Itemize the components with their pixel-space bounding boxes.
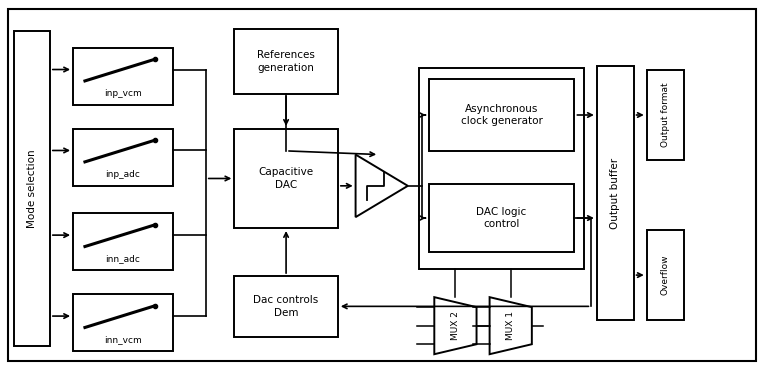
- Polygon shape: [490, 297, 531, 354]
- Bar: [234, 276, 338, 337]
- Bar: [419, 68, 584, 269]
- Text: inp_adc: inp_adc: [105, 170, 141, 179]
- Bar: [429, 79, 574, 151]
- Bar: [73, 294, 173, 351]
- Text: Dac controls
Dem: Dac controls Dem: [253, 295, 319, 318]
- Text: inn_vcm: inn_vcm: [104, 336, 142, 344]
- Text: Overflow: Overflow: [660, 255, 670, 296]
- Text: Mode selection: Mode selection: [27, 149, 37, 228]
- Text: DAC logic
control: DAC logic control: [476, 207, 527, 229]
- Text: MUX 1: MUX 1: [506, 311, 515, 340]
- Text: MUX 2: MUX 2: [451, 311, 460, 340]
- Bar: [647, 70, 684, 160]
- Bar: [73, 129, 173, 186]
- Polygon shape: [434, 297, 476, 354]
- Text: Output format: Output format: [660, 83, 670, 147]
- Text: References
generation: References generation: [257, 50, 315, 73]
- Polygon shape: [356, 155, 408, 217]
- Bar: [73, 48, 173, 105]
- Bar: [234, 29, 338, 94]
- Text: inn_adc: inn_adc: [105, 255, 141, 263]
- Bar: [429, 184, 574, 252]
- Text: Output buffer: Output buffer: [610, 158, 621, 229]
- Bar: [597, 66, 634, 320]
- Text: Capacitive
DAC: Capacitive DAC: [259, 167, 313, 190]
- Text: Asynchronous
clock generator: Asynchronous clock generator: [461, 104, 542, 126]
- Bar: [14, 31, 50, 346]
- Bar: [234, 129, 338, 228]
- Bar: [73, 213, 173, 270]
- Bar: [647, 230, 684, 320]
- Text: inp_vcm: inp_vcm: [104, 89, 142, 98]
